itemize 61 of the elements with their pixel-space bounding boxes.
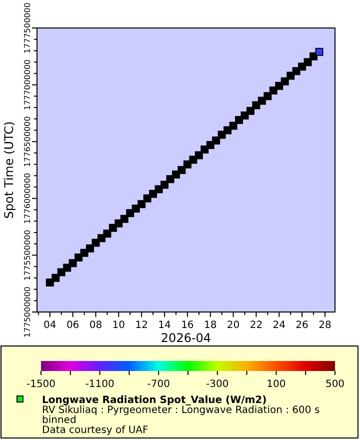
point (92, 238, 100, 247)
x-tick-label: 20 (226, 320, 240, 331)
x-tick-label: 14 (158, 320, 171, 331)
point (160, 180, 169, 189)
point (275, 82, 284, 90)
color-bar-title: Longwave Radiation Spot_Value (W/m2) (42, 395, 267, 406)
color-bar-label: -700 (147, 379, 170, 390)
point (304, 58, 312, 66)
x-tick-label: 28 (318, 320, 332, 331)
point (224, 126, 232, 134)
point (166, 175, 174, 184)
point (280, 77, 289, 86)
x-tick-label: 22 (250, 320, 263, 331)
point (286, 72, 295, 80)
text: Data courtesy of UAF (42, 425, 148, 436)
color-bar-label: 500 (325, 379, 345, 390)
x-tick-label: 12 (135, 320, 148, 331)
x-axis-title: 2026-04 (160, 331, 212, 345)
point (315, 48, 324, 56)
x-tick-label: 06 (66, 320, 80, 331)
point (200, 146, 209, 154)
point (149, 190, 158, 198)
point (298, 62, 306, 71)
point (212, 136, 220, 144)
point (194, 151, 203, 160)
color-bar-label: -300 (206, 379, 229, 390)
point (63, 264, 72, 272)
point (240, 111, 249, 120)
y-axis-title: Spot Time (UTC) (2, 121, 16, 219)
point (252, 101, 260, 110)
y-tick-label: 1777500000 (23, 2, 32, 54)
y-tick-label: 1775500000 (23, 230, 32, 281)
x-tick-label: 10 (112, 320, 126, 331)
y-tick-label: 1775000000 (23, 286, 32, 338)
point (126, 209, 134, 218)
point (189, 156, 198, 164)
color-bar-label: -1100 (85, 379, 114, 390)
text: RV Sikuliaq : Pyrgeometer : Longwave Radiation : 600 s binned (42, 405, 320, 426)
point (246, 106, 254, 115)
x-tick-label: 26 (296, 320, 308, 331)
x-tick-label: 08 (89, 320, 102, 331)
point (86, 244, 94, 252)
point (114, 219, 123, 228)
x-tick-label: 24 (272, 320, 286, 331)
point (229, 122, 238, 130)
y-tick-label: 1776000000 (23, 172, 32, 224)
point (103, 230, 112, 238)
color-bar-label: 100 (266, 379, 286, 390)
color-bar-label: -1500 (26, 379, 56, 390)
x-tick-label: 16 (181, 320, 194, 331)
y-tick-label: 1777000000 (23, 59, 32, 110)
point (138, 200, 146, 208)
point (178, 166, 186, 174)
point (264, 92, 272, 100)
y-tick-label: 1776500000 (23, 116, 32, 168)
x-tick-label: 18 (204, 320, 217, 331)
point (52, 274, 60, 282)
point (68, 259, 77, 268)
x-tick-label: 04 (44, 320, 56, 331)
point (120, 214, 128, 223)
point (74, 253, 83, 262)
